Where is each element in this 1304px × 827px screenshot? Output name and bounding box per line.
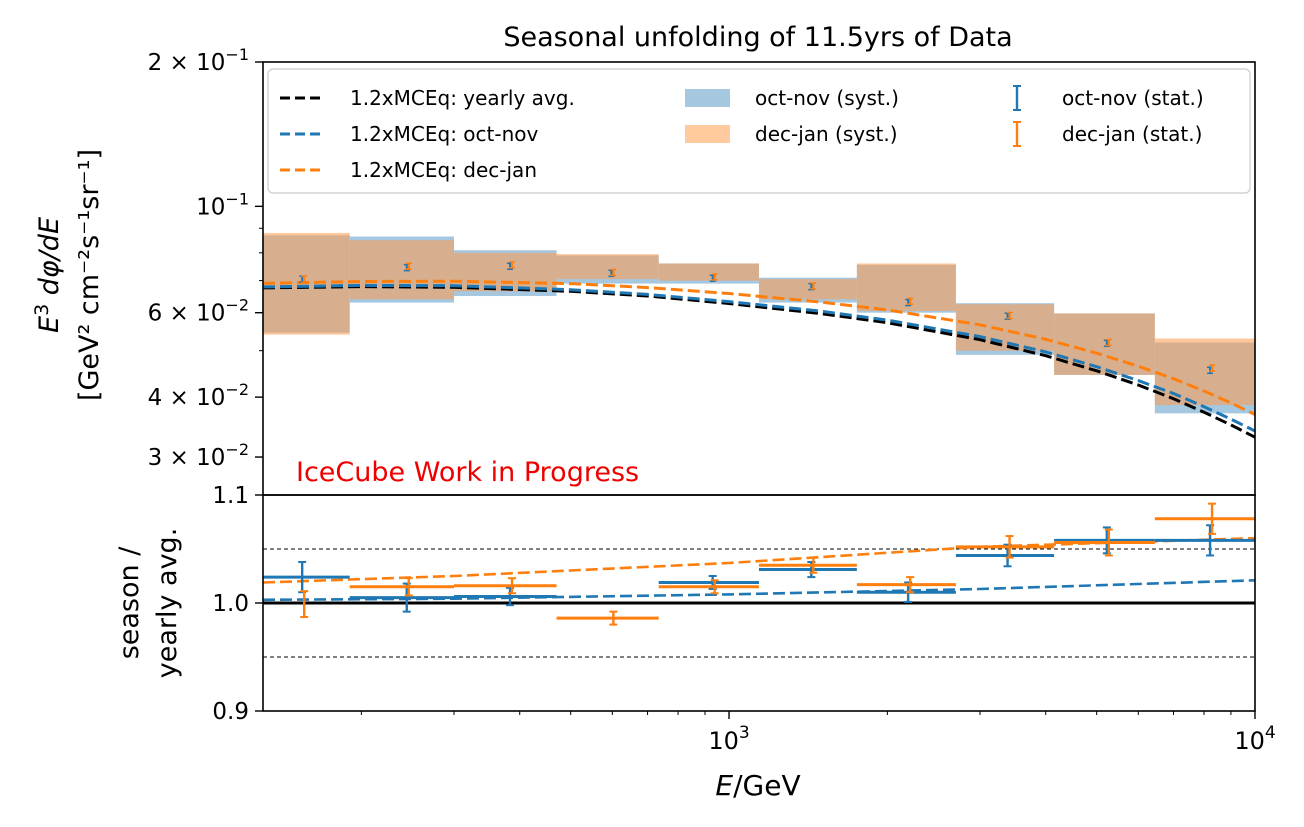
upper-y-tick-label: 6 × 10−2 xyxy=(148,296,249,327)
upper-y-axis-label-line2: [GeV² cm⁻²s⁻¹sr⁻¹] xyxy=(74,149,105,401)
syst-band-decjan xyxy=(856,263,956,311)
legend-swatch-band xyxy=(685,125,730,143)
legend: 1.2xMCEq: yearly avg. 1.2xMCEq: oct-nov 1.… xyxy=(267,68,1251,194)
legend-label: 1.2xMCEq: oct-nov xyxy=(350,122,538,146)
legend-swatch-band xyxy=(685,89,730,107)
lower-plot-area: 0.9 1.0 1.1 103 104 xyxy=(212,483,1275,755)
legend-label: 1.2xMCEq: yearly avg. xyxy=(350,86,575,110)
lower-y-tick-label: 1.1 xyxy=(212,483,249,509)
upper-y-axis-label-line1: E3 dφ/dE xyxy=(31,217,65,333)
lower-y-axis-label-line1: season / xyxy=(114,546,145,660)
model-curve-decjan xyxy=(262,279,1256,416)
chart-title: Seasonal unfolding of 11.5yrs of Data xyxy=(503,22,1012,53)
syst-band-decjan xyxy=(1054,313,1155,375)
upper-y-axis-label: E3 dφ/dE xyxy=(31,217,65,333)
syst-band-decjan xyxy=(556,254,659,280)
legend-label: oct-nov (syst.) xyxy=(755,86,899,110)
upper-y-tick-label: 2 × 10−1 xyxy=(148,45,249,76)
lower-y-tick-label: 1.0 xyxy=(212,591,249,617)
syst-band-decjan xyxy=(955,304,1055,351)
work-in-progress-annotation: IceCube Work in Progress xyxy=(296,457,639,488)
syst-band-decjan xyxy=(1154,338,1255,406)
legend-label: oct-nov (stat.) xyxy=(1062,86,1204,110)
upper-y-tick-label: 3 × 10−2 xyxy=(148,440,249,471)
legend-label: dec-jan (syst.) xyxy=(755,122,898,146)
upper-y-tick-label: 4 × 10−2 xyxy=(148,380,249,411)
lower-y-tick-label: 0.9 xyxy=(212,699,249,725)
syst-band-decjan xyxy=(758,279,857,300)
upper-y-axis-label-units: [GeV² cm⁻²s⁻¹sr⁻¹] xyxy=(74,149,105,401)
syst-band-decjan xyxy=(349,240,455,300)
legend-label: dec-jan (stat.) xyxy=(1062,122,1202,146)
upper-y-tick-label: 10−1 xyxy=(196,189,249,220)
model-curve-yearly xyxy=(262,285,1256,439)
lower-y-axis-label-2: yearly avg. xyxy=(152,528,183,679)
x-tick-label: 104 xyxy=(1234,723,1275,755)
legend-label: 1.2xMCEq: dec-jan xyxy=(350,158,537,182)
model-curve-octnov xyxy=(262,283,1256,433)
x-axis-label: E/GeV xyxy=(715,769,800,802)
lower-y-axis-label: season / xyxy=(114,546,145,660)
upper-plot-area: 2 × 10−1 10−1 6 × 10−2 4 × 10−2 3 × 10−2 xyxy=(148,45,1256,496)
legend-box xyxy=(267,68,1251,194)
syst-band-decjan xyxy=(658,263,759,281)
x-tick-label: 103 xyxy=(708,723,749,755)
lower-y-axis-label-line2: yearly avg. xyxy=(152,528,183,679)
